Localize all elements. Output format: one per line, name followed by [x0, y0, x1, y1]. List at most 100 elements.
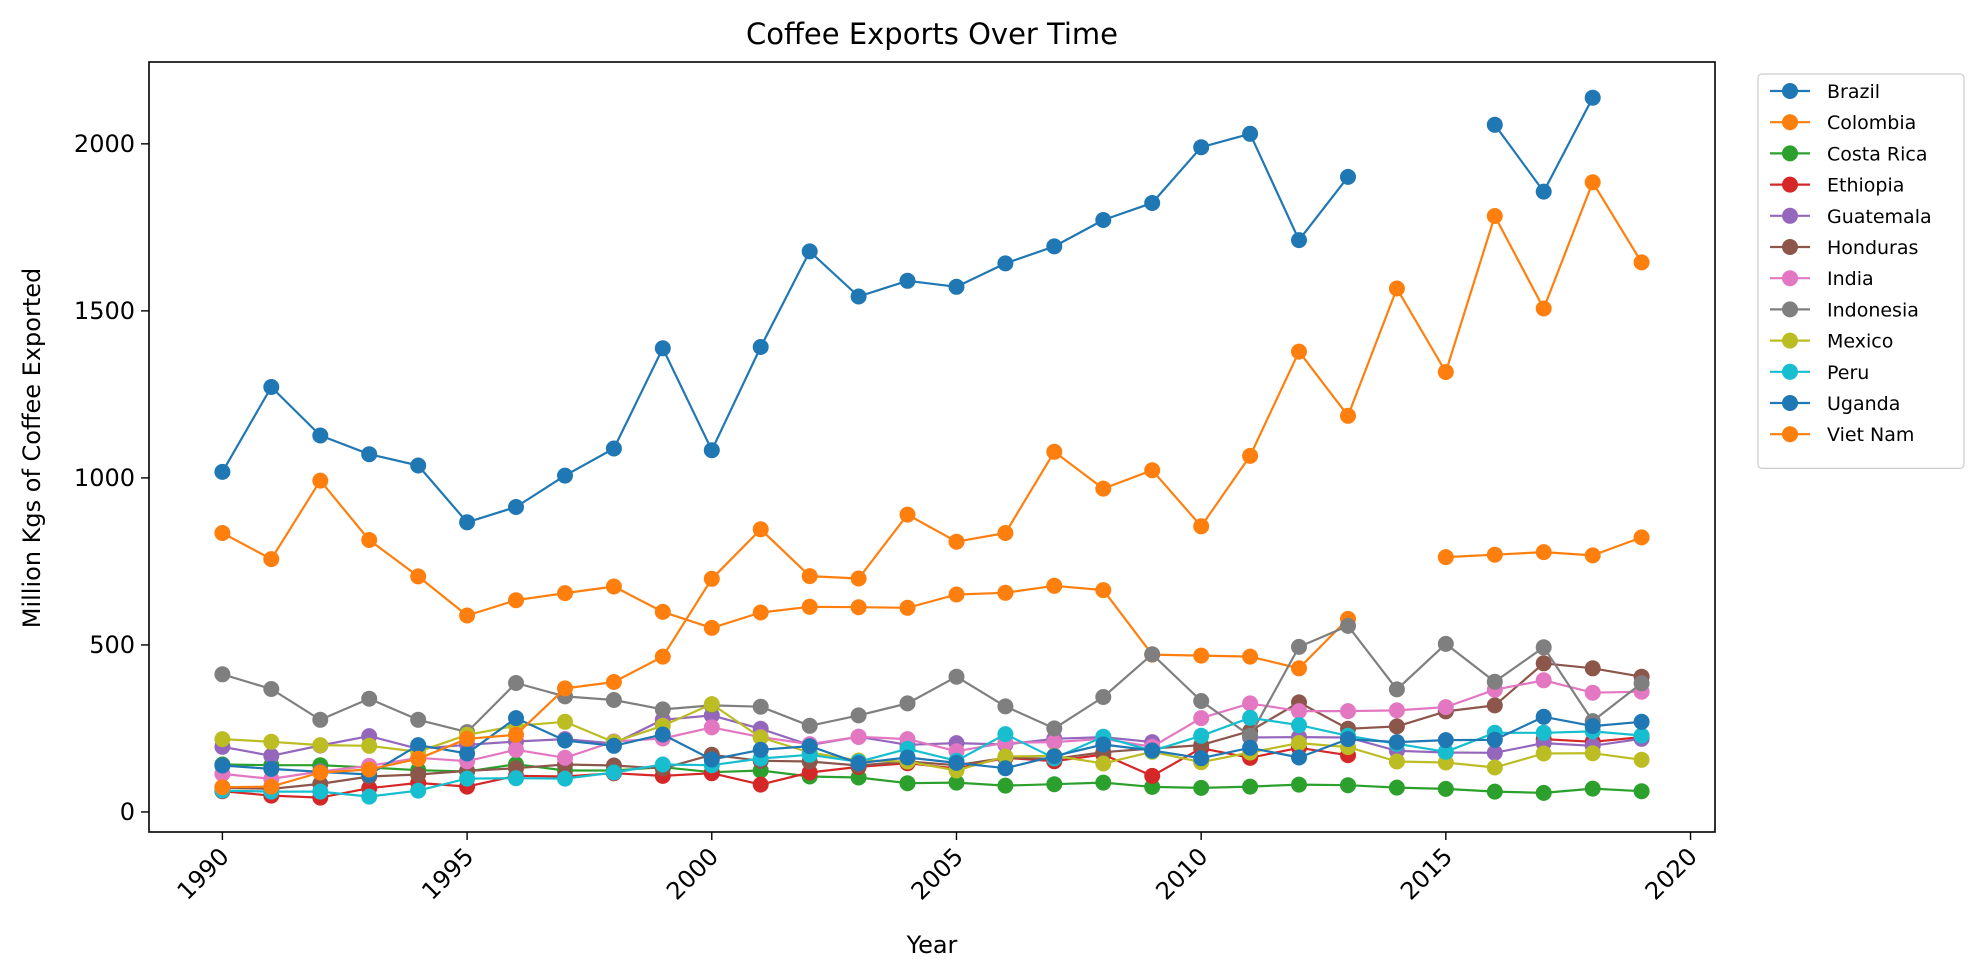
legend-label: Honduras [1827, 237, 1918, 259]
data-point [1486, 731, 1503, 748]
data-point [508, 770, 524, 787]
data-point [1242, 739, 1259, 756]
data-point [557, 732, 573, 749]
data-point [1144, 778, 1161, 795]
data-point [1144, 742, 1161, 759]
legend-marker [1782, 301, 1798, 318]
data-point [214, 731, 231, 748]
data-point [1242, 709, 1259, 726]
x-tick-label: 2015 [1395, 842, 1458, 905]
data-point [605, 764, 622, 781]
data-point [1633, 783, 1650, 800]
data-point [1291, 735, 1307, 752]
data-point [459, 770, 476, 787]
data-point [752, 776, 769, 793]
data-point [1095, 480, 1112, 497]
data-point [508, 726, 524, 743]
data-point [1193, 518, 1210, 535]
data-point [312, 783, 329, 800]
data-point [312, 764, 329, 781]
data-point [752, 339, 769, 355]
data-point [1046, 748, 1063, 765]
data-point [703, 570, 720, 587]
data-point [1437, 732, 1454, 749]
data-point [1046, 734, 1063, 751]
chart-title: Coffee Exports Over Time [746, 17, 1118, 51]
data-point [948, 586, 965, 603]
data-point [1584, 660, 1601, 677]
data-point [1486, 697, 1503, 714]
plot-frame [148, 61, 1716, 833]
data-point [850, 599, 867, 616]
data-point [1095, 755, 1112, 772]
series-line [222, 679, 1642, 781]
legend-item: Brazil [1770, 81, 1880, 103]
data-point [1535, 300, 1552, 317]
data-point [263, 760, 280, 777]
data-point [703, 619, 720, 636]
data-point [508, 592, 524, 609]
legend-item: Colombia [1770, 112, 1916, 134]
data-point [1340, 703, 1356, 720]
data-point [1291, 776, 1307, 793]
data-point [899, 272, 916, 289]
y-tick-label: 1000 [74, 464, 135, 492]
data-point [1535, 724, 1552, 741]
data-point [605, 440, 622, 457]
data-point [508, 741, 524, 758]
series-9 [214, 709, 1650, 805]
x-tick-label: 2010 [1150, 842, 1213, 905]
data-point [1388, 681, 1405, 698]
data-point [312, 737, 329, 754]
data-point [214, 757, 231, 774]
data-point [1095, 774, 1112, 791]
series-line [221, 132, 1349, 524]
data-point [1242, 447, 1259, 464]
data-point [1095, 212, 1112, 228]
series-line [222, 624, 1643, 737]
data-point [899, 506, 916, 523]
data-point [801, 738, 818, 755]
series-line [222, 181, 1643, 789]
data-point [1486, 208, 1503, 224]
data-point [801, 717, 818, 734]
series-line [222, 746, 1349, 799]
data-point [850, 728, 867, 745]
data-point [850, 288, 867, 305]
data-point [1437, 699, 1454, 716]
data-point [703, 442, 720, 459]
data-point [997, 777, 1014, 794]
data-point [1633, 751, 1650, 768]
data-point [410, 766, 427, 783]
y-tick-label: 500 [89, 631, 135, 659]
series-line [1493, 97, 1594, 193]
legend-item: Indonesia [1770, 299, 1919, 321]
x-tick-label: 1990 [172, 842, 235, 905]
data-point [361, 761, 378, 778]
data-point [1486, 783, 1503, 800]
data-point [1388, 734, 1405, 751]
data-point [410, 711, 427, 728]
data-point [1291, 717, 1307, 734]
series-line [222, 702, 1642, 772]
y-tick-label: 2000 [74, 130, 135, 158]
legend-item: Honduras [1770, 237, 1918, 259]
data-point [361, 446, 378, 463]
series-line [222, 716, 1642, 798]
data-point [557, 713, 573, 730]
legend-label: Viet Nam [1827, 424, 1914, 446]
data-point [410, 737, 427, 754]
data-point [605, 692, 622, 708]
data-point [997, 748, 1014, 765]
data-point [997, 760, 1014, 777]
data-point [948, 754, 965, 771]
legend-item: Costa Rica [1770, 143, 1928, 165]
data-point [1144, 195, 1161, 211]
data-point [1095, 689, 1112, 705]
data-point [1144, 646, 1161, 663]
data-point [1584, 684, 1601, 701]
data-point [1340, 617, 1356, 634]
data-point [1535, 784, 1552, 801]
data-point [899, 695, 916, 712]
legend-item: Guatemala [1770, 206, 1932, 228]
